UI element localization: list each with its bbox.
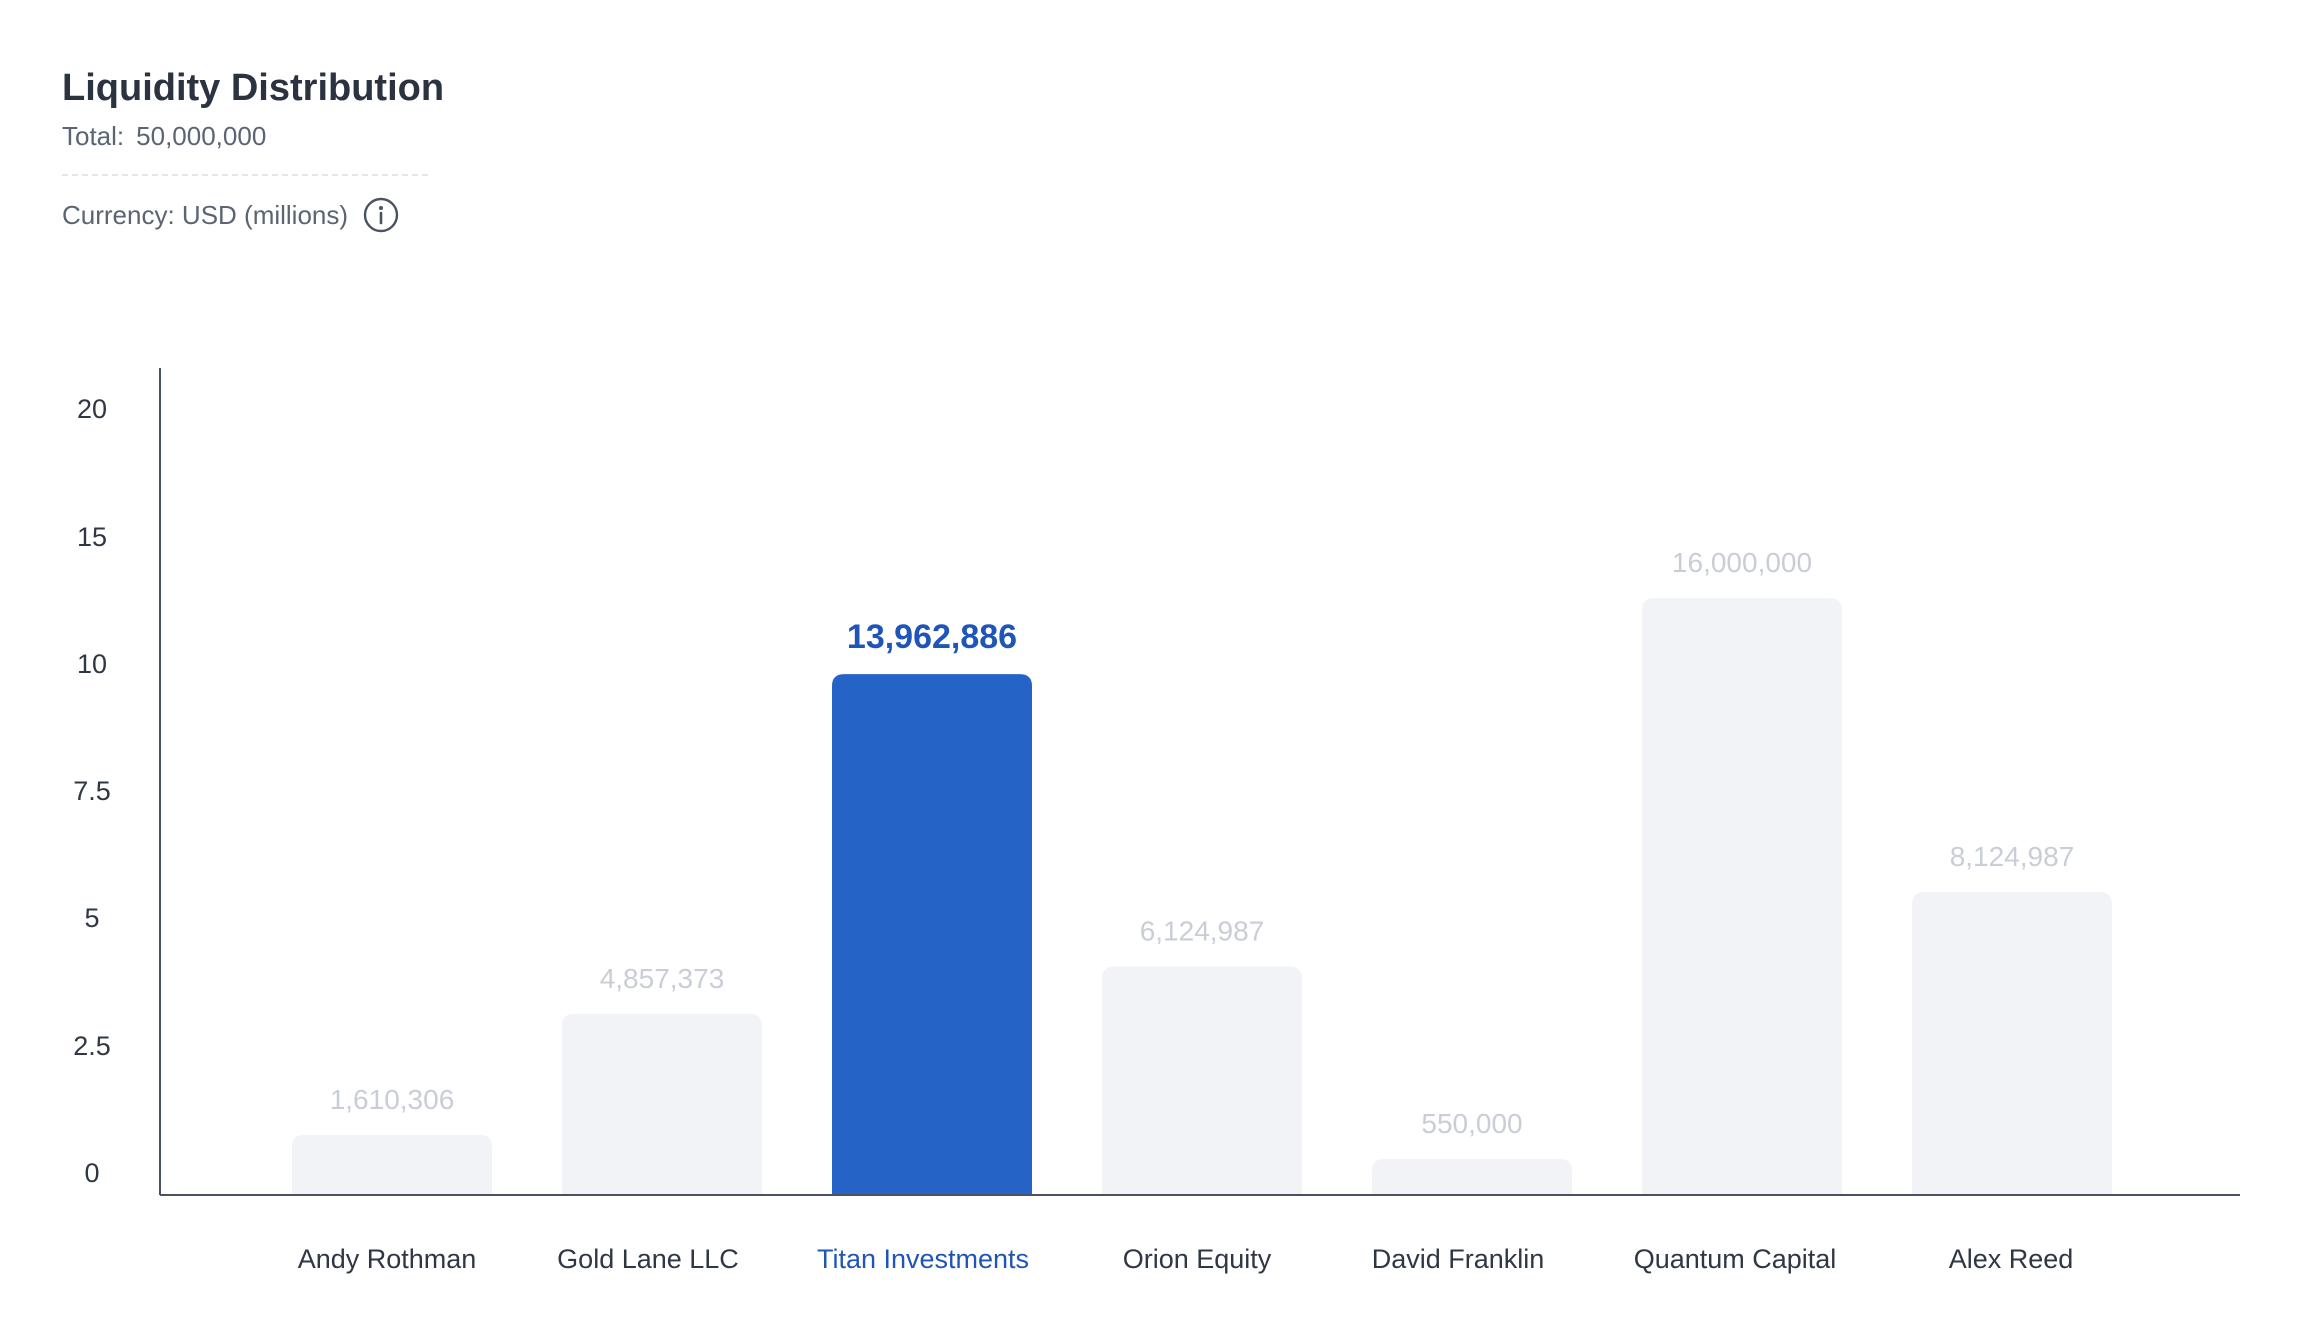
bar-david-franklin[interactable] <box>1372 1159 1572 1195</box>
bar-gold-lane-llc[interactable] <box>562 1013 762 1195</box>
value-label: 550,000 <box>1421 1108 1522 1139</box>
value-label: 16,000,000 <box>1672 547 1812 578</box>
info-icon[interactable] <box>362 196 400 234</box>
y-tick-label: 5 <box>84 903 99 933</box>
category-label[interactable]: Orion Equity <box>1123 1244 1272 1274</box>
chart-header: Liquidity Distribution Total: 50,000,000 … <box>62 62 444 234</box>
value-label: 6,124,987 <box>1140 916 1265 947</box>
y-axis-ticks: 0 2.5 5 7.5 10 15 20 <box>73 394 111 1188</box>
value-labels: 1,610,306 4,857,373 13,962,886 6,124,987 550… <box>330 547 2075 1139</box>
y-tick-label: 10 <box>77 649 107 679</box>
bar-orion-equity[interactable] <box>1102 966 1302 1195</box>
category-label[interactable]: Andy Rothman <box>298 1244 477 1274</box>
category-label[interactable]: Alex Reed <box>1949 1244 2074 1274</box>
category-label[interactable]: Titan Investments <box>817 1244 1029 1274</box>
bar-titan-investments[interactable] <box>832 674 1032 1195</box>
y-tick-label: 15 <box>77 522 107 552</box>
category-label[interactable]: Gold Lane LLC <box>557 1244 739 1274</box>
total-label: Total: <box>62 121 125 151</box>
bar-alex-reed[interactable] <box>1912 891 2112 1195</box>
chart-title: Liquidity Distribution <box>62 67 445 109</box>
total-value: 50,000,000 <box>136 121 267 151</box>
value-label: 1,610,306 <box>330 1084 455 1115</box>
bars <box>292 598 2112 1195</box>
value-label: 8,124,987 <box>1950 841 2075 872</box>
currency-label: Currency: USD (millions) <box>62 200 349 230</box>
value-label: 4,857,373 <box>600 963 725 994</box>
y-tick-label: 0 <box>84 1158 99 1188</box>
bar-andy-rothman[interactable] <box>292 1134 492 1195</box>
bar-quantum-capital[interactable] <box>1642 598 1842 1195</box>
category-label[interactable]: David Franklin <box>1372 1244 1545 1274</box>
currency-row: Currency: USD (millions) <box>62 196 444 234</box>
header-divider <box>62 174 428 176</box>
category-label[interactable]: Quantum Capital <box>1634 1244 1837 1274</box>
y-tick-label: 20 <box>77 394 107 424</box>
value-label: 13,962,886 <box>847 618 1017 656</box>
total-row: Total: 50,000,000 <box>62 118 444 154</box>
y-tick-label: 7.5 <box>73 776 111 806</box>
y-tick-label: 2.5 <box>73 1031 111 1061</box>
category-labels: Andy Rothman Gold Lane LLC Titan Investmen… <box>298 1244 2074 1274</box>
